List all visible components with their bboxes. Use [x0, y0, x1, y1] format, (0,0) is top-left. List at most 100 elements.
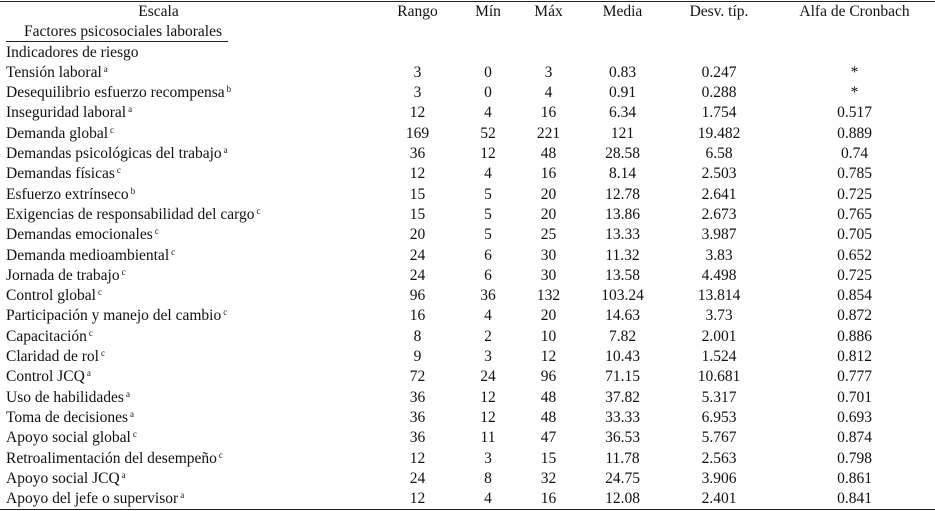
row-label: Uso de habilidades	[6, 388, 124, 406]
cell-desv: 0.288	[701, 84, 737, 102]
header-escala: Escala	[138, 3, 179, 20]
row-label-cell: Demandas psicológicas del trabajo a	[0, 144, 375, 164]
cell-alfa: 0.693	[837, 408, 872, 426]
cell-desv: 2.001	[701, 327, 737, 345]
cell-desv: 1.754	[701, 104, 737, 122]
row-label-cell: Apoyo social global c	[0, 428, 375, 448]
row-label-cell: Control JCQ a	[0, 367, 375, 387]
cell-media: 0.91	[608, 84, 637, 102]
row-label: Exigencias de responsabilidad del cargo	[6, 205, 255, 223]
cell-desv: 3.906	[701, 469, 737, 487]
footnote-marker: a	[125, 388, 130, 399]
cell-desv: 13.814	[697, 287, 741, 305]
cell-max: 20	[540, 307, 557, 325]
cell-min: 6	[484, 266, 492, 284]
cell-rango: 24	[409, 246, 426, 264]
row-label-cell: Exigencias de responsabilidad del cargo c	[0, 205, 375, 225]
cell-max: 48	[540, 388, 557, 406]
cell-alfa: 0.652	[837, 246, 872, 264]
cell-alfa: *	[850, 84, 859, 102]
cell-alfa: 0.812	[837, 348, 872, 366]
cell-rango: 169	[405, 124, 430, 142]
table-body: Factores psicosociales laborales Indicad…	[0, 22, 935, 509]
row-label-cell: Control global c	[0, 286, 375, 306]
cell-rango: 3	[413, 63, 422, 81]
row-label: Toma de decisiones	[6, 408, 129, 426]
cell-media: 14.63	[605, 307, 640, 325]
cell-max: 15	[540, 449, 557, 467]
footnote-marker: c	[256, 205, 261, 216]
cell-media: 37.82	[605, 388, 640, 406]
cell-media: 7.82	[608, 327, 637, 345]
cell-min: 12	[480, 388, 496, 406]
cell-rango: 15	[409, 205, 426, 223]
section-title-cell: Factores psicosociales laborales	[0, 22, 375, 43]
row-label-cell: Apoyo social JCQ a	[0, 469, 375, 489]
cell-alfa: 0.74	[840, 145, 869, 163]
row-label: Demandas psicológicas del trabajo	[6, 145, 222, 163]
table-row: Exigencias de responsabilidad del cargo c…	[0, 205, 935, 225]
footnote-marker: c	[218, 449, 223, 460]
cell-media: 11.32	[605, 246, 640, 264]
cell-alfa: 0.777	[837, 368, 872, 386]
header-min: Mín	[475, 3, 501, 20]
header-rango: Rango	[397, 3, 438, 20]
footnote-marker: c	[132, 429, 137, 440]
row-label: Tensión laboral	[6, 63, 102, 81]
cell-desv: 4.498	[701, 266, 737, 284]
cell-min: 3	[484, 449, 492, 467]
row-label-cell: Inseguridad laboral a	[0, 103, 375, 123]
row-label: Demanda global	[6, 124, 109, 142]
cell-alfa: 0.841	[837, 490, 872, 508]
footnote-marker: a	[86, 368, 91, 379]
table-row: Control JCQ a 72 24 96 71.15 10.681 0.777	[0, 367, 935, 387]
footnote-marker: c	[116, 165, 121, 176]
cell-media: 10.43	[605, 348, 640, 366]
cell-rango: 24	[409, 266, 426, 284]
cell-min: 36	[480, 287, 496, 305]
row-label: Apoyo social JCQ	[6, 469, 120, 487]
footnote-marker: a	[223, 145, 228, 156]
cell-alfa: 0.765	[837, 205, 872, 223]
table-row: Toma de decisiones a 36 12 48 33.33 6.953 0.693	[0, 408, 935, 428]
cell-media: 12.08	[605, 490, 640, 508]
cell-media: 33.33	[605, 408, 640, 426]
cell-media: 6.34	[608, 104, 637, 122]
cell-desv: 10.681	[697, 368, 741, 386]
cell-rango: 3	[413, 84, 422, 102]
cell-alfa: 0.886	[837, 327, 872, 345]
table-row: Demandas psicológicas del trabajo a 36 12 48…	[0, 144, 935, 164]
cell-max: 30	[540, 246, 557, 264]
row-label: Retroalimentación del desempeño	[6, 449, 217, 467]
cell-max: 48	[540, 145, 557, 163]
cell-desv: 19.482	[697, 124, 741, 142]
table-row: Inseguridad laboral a 12 4 16 6.34 1.754 0.517	[0, 103, 935, 123]
cell-rango: 96	[409, 287, 426, 305]
cell-alfa: 0.517	[837, 104, 872, 122]
cell-alfa: 0.701	[837, 388, 872, 406]
cell-desv: 2.563	[701, 449, 737, 467]
cell-max: 32	[540, 469, 557, 487]
row-label: Control global	[6, 287, 96, 305]
row-label-cell: Toma de decisiones a	[0, 408, 375, 428]
cell-desv: 5.767	[701, 429, 737, 447]
cell-min: 0	[484, 84, 492, 102]
cell-max: 25	[540, 226, 557, 244]
cell-alfa: 0.705	[837, 226, 872, 244]
cell-max: 16	[540, 490, 557, 508]
cell-desv: 2.503	[701, 165, 737, 183]
table-row: Desequilibrio esfuerzo recompensa b 3 0 4 0.9…	[0, 83, 935, 103]
cell-min: 8	[484, 469, 492, 487]
row-label-cell: Demanda global c	[0, 124, 375, 144]
cell-max: 20	[540, 185, 557, 203]
cell-desv: 2.673	[701, 205, 737, 223]
cell-min: 24	[480, 368, 496, 386]
header-alfa: Alfa de Cronbach	[799, 3, 910, 20]
cell-media: 24.75	[605, 469, 640, 487]
top-rule	[0, 1, 935, 2]
cell-alfa: 0.861	[837, 469, 872, 487]
cell-alfa: 0.798	[837, 449, 872, 467]
table-row: Esfuerzo extrínseco b 15 5 20 12.78 2.641 0.725	[0, 185, 935, 205]
footnote-marker: a	[121, 469, 126, 480]
